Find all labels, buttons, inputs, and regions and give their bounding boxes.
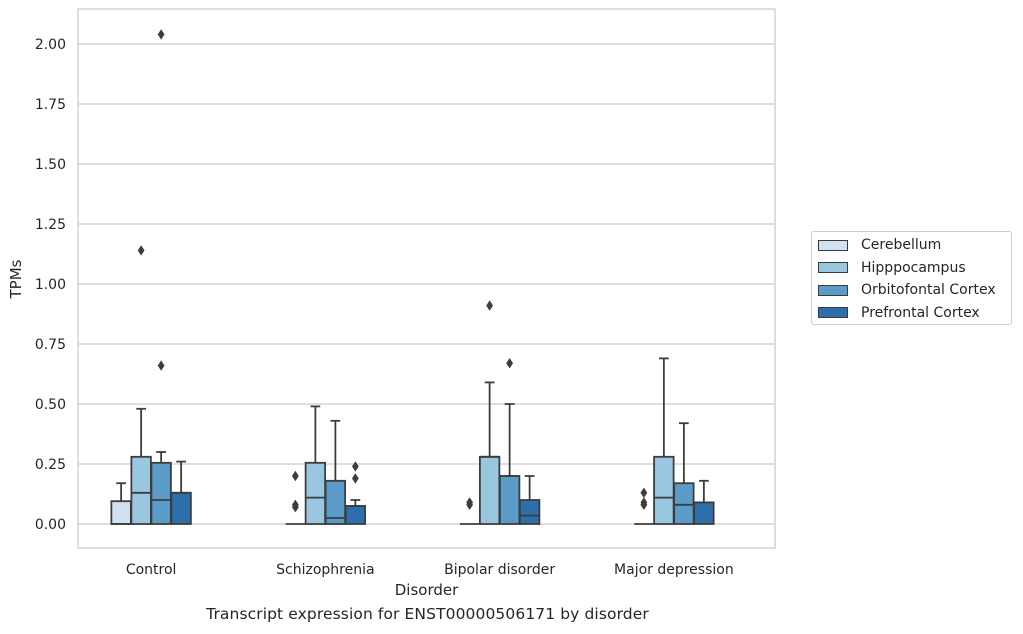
- legend-label: Orbitofontal Cortex: [861, 282, 996, 298]
- box-cerebellum-0: [110, 482, 132, 525]
- box-iqr: [150, 461, 172, 525]
- box-iqr: [498, 475, 521, 525]
- y-tick-label: 0.75: [35, 337, 66, 353]
- box-prefrontal-cortex-2: [518, 475, 541, 525]
- legend-swatch: [818, 307, 848, 318]
- y-axis-label: TPMs: [7, 259, 25, 299]
- legend-swatch: [818, 284, 848, 296]
- legend-label: Hipppocampus: [861, 259, 966, 276]
- x-tick-labels: Control Schizophrenia Bipolar disorder Majo…: [126, 562, 734, 578]
- box-iqr: [304, 461, 327, 525]
- box-prefrontal-cortex-1: [344, 461, 367, 525]
- x-tick-label: Bipolar disorder: [444, 562, 555, 578]
- y-tick-label: 1.00: [35, 277, 66, 293]
- box-iqr: [478, 455, 501, 525]
- x-tick-label: Major depression: [614, 562, 734, 578]
- outlier-point: [157, 29, 165, 40]
- box-cerebellum-3: [634, 487, 654, 525]
- box-prefrontal-cortex-3: [693, 479, 715, 525]
- y-tick-label: 1.50: [35, 157, 66, 173]
- outlier-point: [351, 461, 359, 472]
- legend-item: Hipppocampus: [818, 259, 966, 277]
- legend-item: Orbitofontal Cortex: [818, 281, 996, 299]
- y-tick-labels: 0.00 0.25 0.50 0.75 1.00 1.25 1.50 1.75 2.00: [35, 37, 66, 533]
- box-iqr: [324, 479, 347, 525]
- legend-item: Prefrontal Cortex: [818, 304, 980, 322]
- outlier-point: [291, 499, 299, 510]
- y-tick-label: 0.25: [35, 457, 66, 473]
- box-iqr: [344, 505, 367, 525]
- outlier-point: [640, 487, 648, 498]
- legend-swatch: [818, 262, 848, 273]
- plot-frame: [77, 8, 776, 549]
- box-iqr: [110, 500, 132, 525]
- x-tick-label: Schizophrenia: [276, 562, 374, 578]
- outlier-point: [466, 497, 474, 508]
- legend-swatch: [818, 239, 848, 251]
- box-iqr: [170, 491, 192, 525]
- box-iqr: [653, 455, 675, 525]
- outlier-point: [137, 245, 145, 256]
- gridlines: [78, 43, 775, 525]
- outlier-point: [157, 360, 165, 371]
- outlier-point: [351, 473, 359, 484]
- legend-label: Cerebellum: [861, 237, 942, 253]
- y-tick-label: 0.50: [35, 397, 66, 413]
- box-orbitofontal-cortex-1: [324, 419, 347, 525]
- y-tick-label: 0.00: [35, 517, 66, 533]
- box-iqr: [130, 455, 152, 525]
- legend-label: Prefrontal Cortex: [861, 304, 980, 321]
- boxes: [110, 29, 715, 525]
- x-axis-label: Disorder: [395, 581, 459, 599]
- box-prefrontal-cortex-0: [170, 460, 192, 525]
- box-orbitofontal-cortex-0: [150, 29, 172, 525]
- outlier-point: [486, 300, 494, 311]
- box-iqr: [673, 482, 695, 525]
- legend-item: Cerebellum: [818, 236, 941, 254]
- box-iqr: [693, 501, 715, 525]
- legend: Cerebellum Hipppocampus Orbitofontal Corte…: [811, 231, 1012, 325]
- box-cerebellum-1: [285, 470, 306, 525]
- outlier-point: [291, 470, 299, 482]
- chart-caption: Transcript expression for ENST0000050617…: [206, 605, 649, 623]
- outlier-point: [640, 497, 648, 508]
- y-tick-label: 2.00: [35, 37, 66, 53]
- box-cerebellum-2: [459, 497, 480, 525]
- outlier-point: [506, 358, 514, 369]
- y-tick-label: 1.25: [35, 217, 66, 233]
- y-tick-label: 1.75: [35, 97, 66, 113]
- x-tick-label: Control: [126, 562, 177, 578]
- box-iqr: [518, 499, 541, 525]
